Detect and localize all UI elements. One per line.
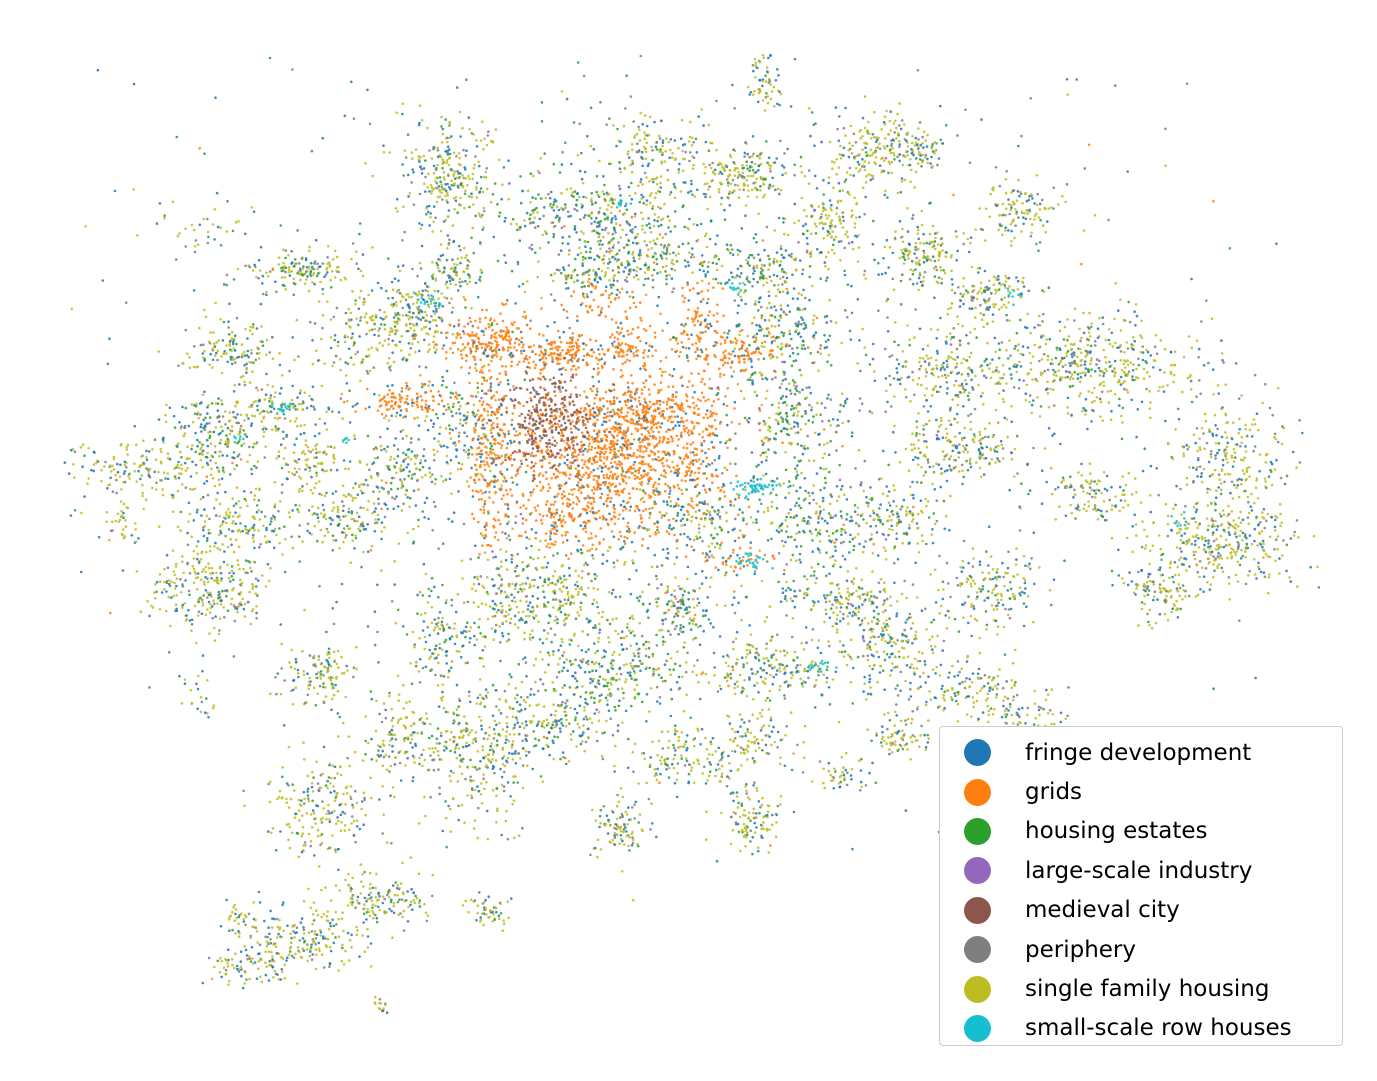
- legend-label: housing estates: [1025, 818, 1208, 845]
- legend-item-fringe-development: fringe development: [940, 733, 1342, 772]
- legend-item-medieval-city: medieval city: [940, 891, 1342, 930]
- legend-swatch-housing-estates: [964, 817, 991, 845]
- legend-label: large-scale industry: [1025, 857, 1253, 884]
- legend-label: grids: [1025, 779, 1083, 806]
- legend-swatch-small-scale-row-houses: [964, 1014, 991, 1042]
- legend-swatch-fringe-development: [964, 739, 991, 767]
- legend-label: single family housing: [1025, 976, 1270, 1003]
- legend-item-small-scale-row-houses: small-scale row houses: [940, 1009, 1342, 1048]
- legend-swatch-grids: [964, 778, 991, 806]
- legend-label: small-scale row houses: [1025, 1015, 1292, 1042]
- legend-label: periphery: [1025, 936, 1136, 963]
- legend-swatch-single-family-housing: [964, 975, 991, 1003]
- legend-item-large-scale-industry: large-scale industry: [940, 851, 1342, 890]
- building-points-layer: [63, 53, 1321, 1014]
- legend-item-grids: grids: [940, 772, 1342, 811]
- legend-label: fringe development: [1025, 739, 1252, 766]
- legend-item-single-family-housing: single family housing: [940, 969, 1342, 1008]
- legend-item-periphery: periphery: [940, 930, 1342, 969]
- legend-swatch-periphery: [964, 936, 991, 964]
- map-legend: fringe development grids housing estates…: [939, 726, 1343, 1046]
- legend-swatch-medieval-city: [964, 896, 991, 924]
- legend-item-housing-estates: housing estates: [940, 812, 1342, 851]
- legend-label: medieval city: [1025, 897, 1180, 924]
- legend-swatch-large-scale-industry: [964, 857, 991, 885]
